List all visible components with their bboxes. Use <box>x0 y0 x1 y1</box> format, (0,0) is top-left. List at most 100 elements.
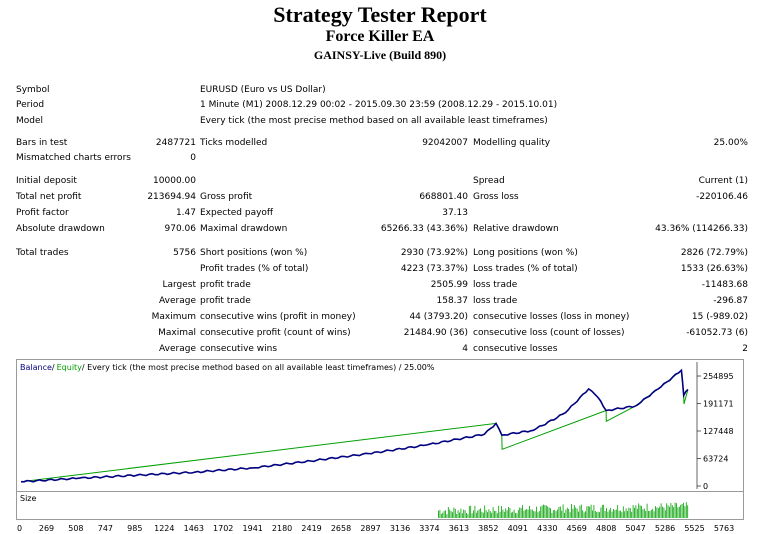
size-bar <box>566 507 568 518</box>
cell-r12-c4: loss trade <box>473 296 518 306</box>
cell-r8-c2: Maximal drawdown <box>200 224 288 234</box>
size-bar <box>659 506 661 518</box>
x-tick-label: 5525 <box>684 524 704 533</box>
size-plot: Size <box>20 494 689 518</box>
size-bar <box>611 511 613 518</box>
cell-r6-c2: Gross profit <box>200 192 253 202</box>
size-bar <box>648 510 649 518</box>
cell-r7-c0: Profit factor <box>16 208 69 218</box>
size-bar <box>593 505 595 518</box>
size-bar <box>638 503 640 518</box>
server-build: GAINSY-Live (Build 890) <box>313 48 447 62</box>
cell-r11-c4: loss trade <box>473 280 518 290</box>
size-bar <box>471 513 473 518</box>
size-bar <box>460 508 462 518</box>
x-tick-label: 0 <box>17 524 22 533</box>
cell-r11-c5: -11483.68 <box>701 280 748 290</box>
size-bar <box>439 509 441 518</box>
size-bar <box>614 510 616 518</box>
size-bar <box>503 511 505 518</box>
cell-r3-c2: Ticks modelled <box>200 138 268 148</box>
size-bar <box>533 511 535 518</box>
report-title: Strategy Tester Report <box>273 2 487 27</box>
cell-r13-c2: consecutive wins (profit in money) <box>200 312 356 322</box>
legend-equity: Equity <box>57 363 83 372</box>
cell-r9-c4: Long positions (won %) <box>473 248 578 258</box>
size-bar <box>485 510 487 518</box>
size-bar <box>575 507 577 518</box>
size-bar <box>561 510 563 518</box>
size-bar <box>680 504 682 518</box>
size-bar <box>603 504 605 518</box>
size-bar <box>596 512 598 518</box>
size-bar <box>498 505 500 518</box>
size-bar <box>463 509 465 518</box>
cell-r9-c0: Total trades <box>16 248 69 258</box>
size-bar <box>538 511 540 518</box>
size-bar <box>579 505 581 518</box>
size-bar <box>449 509 451 518</box>
size-bar <box>558 506 560 518</box>
x-tick-label: 3136 <box>390 524 410 533</box>
size-bar <box>467 514 469 518</box>
x-tick-label: 3852 <box>478 524 498 533</box>
cell-r2-c0: Model <box>16 116 44 126</box>
cell-r5-c5: Current (1) <box>698 176 748 186</box>
cell-r14-c5: -61052.73 (6) <box>686 328 748 338</box>
cell-r4-c0: Mismatched charts errors <box>16 153 131 163</box>
size-bar <box>477 510 479 518</box>
x-tick-label: 508 <box>68 524 83 533</box>
size-bar <box>653 511 655 518</box>
size-bar <box>453 507 455 518</box>
size-bar <box>573 505 575 518</box>
size-bar <box>676 503 677 518</box>
size-bar <box>597 511 599 518</box>
size-bar <box>475 512 477 518</box>
size-bar <box>506 510 508 518</box>
x-tick-label: 4330 <box>537 524 557 533</box>
size-bar <box>635 505 637 518</box>
size-bar <box>523 510 525 518</box>
cell-r7-c3: 37.13 <box>442 208 468 218</box>
x-tick-label: 1224 <box>154 524 174 533</box>
size-bar <box>622 506 624 518</box>
cell-r10-c3: 4223 (73.37%) <box>400 264 468 274</box>
size-bar <box>631 511 633 518</box>
cell-r9-c1: 5756 <box>173 248 196 258</box>
x-tick-label: 2658 <box>331 524 351 533</box>
cell-r8-c1: 970.06 <box>164 224 197 234</box>
size-bar <box>473 510 474 518</box>
size-bar <box>495 510 497 518</box>
cell-r14-c1: Maximal <box>158 328 196 338</box>
size-bar <box>481 511 483 518</box>
size-bar <box>443 510 445 518</box>
size-bar <box>664 510 666 518</box>
size-bar <box>559 506 561 518</box>
x-tick-label: 1941 <box>243 524 263 533</box>
x-tick-label: 2180 <box>272 524 292 533</box>
size-bar <box>552 510 554 518</box>
size-bar <box>656 507 658 518</box>
size-bar <box>599 512 600 518</box>
cell-r3-c0: Bars in test <box>16 138 68 148</box>
size-bar <box>608 509 610 518</box>
size-bar <box>673 507 675 518</box>
size-bar <box>536 506 537 518</box>
size-bar <box>617 505 619 518</box>
size-bar <box>650 509 652 518</box>
size-bar <box>657 508 659 518</box>
size-bar <box>625 508 627 518</box>
size-bar <box>520 507 522 518</box>
size-bar <box>674 502 676 518</box>
size-bar <box>548 507 550 518</box>
cell-r11-c2: profit trade <box>200 280 251 290</box>
size-bar <box>629 508 631 518</box>
size-bar <box>643 508 645 518</box>
legend-sep: / <box>52 363 55 372</box>
size-bar <box>621 512 623 518</box>
size-bar <box>642 509 644 518</box>
cell-r3-c1: 2487721 <box>155 138 196 148</box>
size-bar <box>545 505 547 518</box>
size-bar <box>470 505 472 518</box>
size-bar <box>510 512 512 518</box>
